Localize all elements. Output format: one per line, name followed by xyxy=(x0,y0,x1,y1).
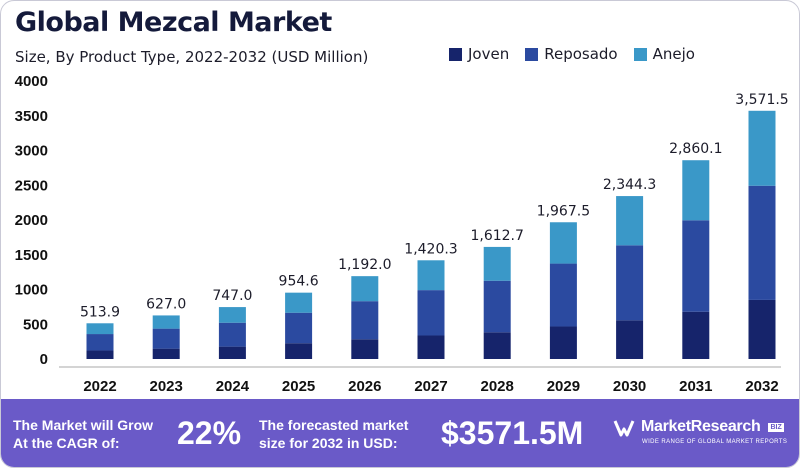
x-tick-label-2023: 2023 xyxy=(150,378,183,395)
brand-tagline: WIDE RANGE OF GLOBAL MARKET REPORTS xyxy=(642,439,788,445)
bar-segment-reposado-2022 xyxy=(86,334,114,351)
bar-segment-reposado-2027 xyxy=(417,290,445,336)
total-label-2026: 1,192.0 xyxy=(338,257,391,273)
total-label-2025: 954.6 xyxy=(279,274,319,290)
bar-segment-anejo-2026 xyxy=(351,276,379,302)
cagr-label-line2: At the CAGR of: xyxy=(13,435,120,451)
x-tick-label-2032: 2032 xyxy=(745,378,778,395)
x-tick-label-2024: 2024 xyxy=(216,378,250,395)
y-tick-label: 500 xyxy=(23,316,48,333)
y-tick-label: 3500 xyxy=(15,108,48,125)
y-tick-label: 1000 xyxy=(15,282,48,299)
total-label-2028: 1,612.7 xyxy=(470,228,523,244)
brand-logo: MarketResearch BIZ WIDE RANGE OF GLOBAL M… xyxy=(613,415,787,445)
total-label-2032: 3,571.5 xyxy=(735,92,788,108)
bar-segment-joven-2030 xyxy=(616,320,644,359)
bar-segment-anejo-2027 xyxy=(417,260,445,291)
total-label-2024: 747.0 xyxy=(212,288,252,304)
bar-segment-anejo-2028 xyxy=(483,246,511,281)
y-tick-label: 2000 xyxy=(15,212,48,229)
cagr-value: 22% xyxy=(177,415,242,451)
total-label-2030: 2,344.3 xyxy=(603,177,656,193)
total-label-2029: 1,967.5 xyxy=(537,203,590,219)
x-tick-label-2027: 2027 xyxy=(414,378,447,395)
bar-segment-reposado-2029 xyxy=(549,263,577,327)
legend-label-anejo: Anejo xyxy=(652,45,695,63)
bar-segment-joven-2031 xyxy=(682,311,710,359)
legend-label-reposado: Reposado xyxy=(544,45,618,63)
y-tick-label: 4000 xyxy=(15,73,48,90)
brand-mark-icon xyxy=(613,420,635,437)
total-label-2031: 2,860.1 xyxy=(669,141,722,157)
bar-segment-reposado-2025 xyxy=(285,312,313,344)
x-tick-label-2031: 2031 xyxy=(679,378,712,395)
bar-segment-reposado-2032 xyxy=(748,185,776,300)
legend-swatch-reposado xyxy=(525,47,539,61)
total-label-2022: 513.9 xyxy=(80,304,120,320)
x-tick-label-2028: 2028 xyxy=(481,378,514,395)
bar-segment-joven-2028 xyxy=(483,332,511,359)
x-tick-label-2022: 2022 xyxy=(83,378,116,395)
total-label-2027: 1,420.3 xyxy=(404,241,457,257)
bar-segment-joven-2025 xyxy=(285,343,313,359)
y-tick-label: 3000 xyxy=(15,143,48,160)
bar-segment-reposado-2026 xyxy=(351,301,379,340)
chart-plot: 0 500 1000 1500 2000 2500 3000 3500 4000 513.9 202… xyxy=(15,73,789,395)
forecast-label: The forecasted market size for 2032 in U… xyxy=(259,416,408,452)
bar-segment-joven-2024 xyxy=(218,346,246,359)
bar-segment-anejo-2023 xyxy=(152,315,180,329)
bar-segment-reposado-2024 xyxy=(218,322,246,347)
bar-segment-reposado-2023 xyxy=(152,328,180,349)
legend-item-reposado: Reposado xyxy=(525,45,618,63)
legend: Joven Reposado Anejo xyxy=(449,45,695,63)
total-label-2023: 627.0 xyxy=(146,296,186,312)
forecast-label-line1: The forecasted market xyxy=(259,417,409,433)
legend-item-anejo: Anejo xyxy=(633,45,695,63)
bar-segment-joven-2029 xyxy=(549,326,577,359)
bar-segment-joven-2026 xyxy=(351,339,379,359)
x-tick-label-2029: 2029 xyxy=(547,378,580,395)
chart-subtitle: Size, By Product Type, 2022-2032 (USD Mi… xyxy=(15,48,369,66)
y-tick-label: 2500 xyxy=(15,177,48,194)
bar-segment-joven-2023 xyxy=(152,348,180,359)
forecast-label-line2: size for 2032 in USD: xyxy=(259,435,398,451)
bar-segment-reposado-2030 xyxy=(616,245,644,321)
footer-banner: The Market will Grow At the CAGR of: 22%… xyxy=(1,399,799,467)
x-tick-label-2030: 2030 xyxy=(613,378,646,395)
legend-label-joven: Joven xyxy=(468,45,510,63)
legend-item-joven: Joven xyxy=(449,45,509,63)
bar-segment-joven-2022 xyxy=(86,350,114,359)
bar-segment-anejo-2024 xyxy=(218,307,246,323)
y-tick-label: 0 xyxy=(40,351,48,368)
chart-title: Global Mezcal Market xyxy=(15,7,332,38)
legend-swatch-anejo xyxy=(633,47,647,61)
cagr-label: The Market will Grow At the CAGR of: xyxy=(13,416,153,452)
bar-segment-anejo-2030 xyxy=(616,196,644,246)
bar-segment-anejo-2029 xyxy=(549,222,577,264)
bar-segment-anejo-2031 xyxy=(682,160,710,221)
bar-segment-anejo-2032 xyxy=(748,110,776,186)
legend-swatch-joven xyxy=(449,47,462,61)
bar-segment-anejo-2025 xyxy=(285,292,313,313)
bar-segment-joven-2027 xyxy=(417,335,445,359)
forecast-value: $3571.5M xyxy=(441,415,584,451)
y-tick-label: 1500 xyxy=(15,247,48,264)
bar-segment-joven-2032 xyxy=(748,299,776,359)
bar-segment-reposado-2031 xyxy=(682,220,710,312)
bar-segment-anejo-2022 xyxy=(86,323,114,335)
brand-name: MarketResearch xyxy=(641,418,761,435)
x-tick-label-2025: 2025 xyxy=(282,378,315,395)
bar-segment-reposado-2028 xyxy=(483,280,511,333)
cagr-label-line1: The Market will Grow xyxy=(13,417,154,433)
brand-badge: BIZ xyxy=(768,422,784,432)
x-tick-label-2026: 2026 xyxy=(348,378,381,395)
